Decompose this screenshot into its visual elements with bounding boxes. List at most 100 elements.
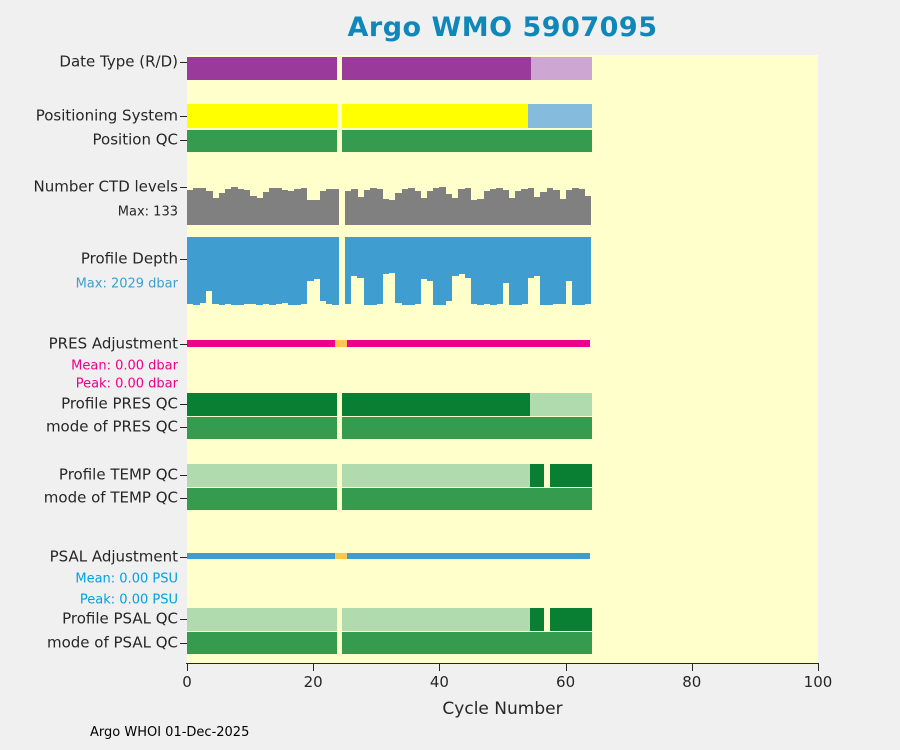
x-tick-label: 80 (682, 673, 702, 691)
bar-cell-ctd_levels (515, 190, 522, 225)
bar-cell-ctd_levels (237, 189, 245, 225)
row-label: Profile TEMP QC (58, 465, 178, 484)
x-tick (691, 664, 693, 671)
bar-cell-profile_depth (262, 237, 270, 304)
plot-area (187, 55, 818, 663)
bar-cell-profile_depth (527, 237, 535, 278)
bar-cell-ctd_levels (287, 191, 295, 225)
bar-cell-profile_depth (300, 237, 308, 304)
bar-segment-mode_pres_qc (342, 417, 593, 439)
bar-cell-ctd_levels (433, 188, 440, 225)
bar-cell-profile_depth (205, 237, 213, 292)
bar-cell-ctd_levels (527, 187, 535, 225)
bar-cell-ctd_levels (521, 188, 529, 225)
bar-cell-ctd_levels (559, 199, 566, 225)
bar-row-profile_depth (187, 237, 818, 305)
bar-cell-profile_depth (477, 237, 484, 305)
row-label: Mean: 0.00 dbar (71, 358, 178, 374)
bar-cell-ctd_levels (218, 193, 226, 225)
bar-cell-profile_depth (395, 237, 402, 304)
bar-cell-profile_depth (515, 237, 522, 305)
bar-cell-profile_depth (376, 237, 383, 304)
bar-cell-ctd_levels (294, 189, 301, 225)
bar-cell-profile_depth (433, 237, 440, 305)
x-axis-line (186, 663, 819, 664)
bar-cell-profile_depth (243, 237, 251, 304)
bar-cell-ctd_levels (344, 191, 352, 225)
bar-cell-ctd_levels (306, 199, 314, 225)
bar-segment-mode_psal_qc (187, 632, 337, 654)
bar-cell-ctd_levels (502, 190, 510, 225)
bar-row-position_qc (187, 130, 818, 152)
y-tick (180, 62, 187, 63)
row-label: Profile PSAL QC (62, 609, 178, 628)
y-tick (180, 140, 187, 141)
bar-cell-ctd_levels (401, 189, 409, 225)
y-tick (180, 427, 187, 428)
bar-row-profile_psal_qc (187, 608, 818, 631)
bar-cell-ctd_levels (256, 198, 264, 225)
bar-cell-profile_depth (559, 237, 566, 305)
bar-cell-profile_depth (319, 237, 327, 301)
bar-cell-profile_depth (275, 237, 283, 305)
bar-segment-date_type (187, 57, 337, 80)
footer-text: Argo WHOI 01-Dec-2025 (90, 725, 250, 740)
bar-row-profile_temp_qc (187, 464, 818, 487)
bar-cell-profile_depth (351, 237, 358, 276)
bar-segment-position_qc (187, 130, 337, 152)
bar-cell-ctd_levels (407, 187, 415, 225)
x-tick (818, 664, 819, 671)
x-tick-label: 40 (429, 673, 449, 691)
bar-row-psal_adj (187, 553, 818, 559)
bar-segment-profile_psal_qc (530, 608, 545, 631)
bar-cell-ctd_levels (508, 197, 516, 225)
bar-cell-ctd_levels (571, 187, 579, 225)
bar-row-date_type (187, 57, 818, 80)
bar-cell-ctd_levels (193, 188, 200, 225)
row-label: Mean: 0.00 PSU (75, 571, 178, 587)
bar-cell-profile_depth (508, 237, 516, 305)
x-tick (187, 664, 188, 671)
bar-segment-date_type (342, 57, 531, 80)
row-label: Profile Depth (80, 249, 178, 268)
bar-cell-profile_depth (294, 237, 301, 305)
x-tick (439, 664, 441, 671)
bar-segment-profile_psal_qc (550, 608, 593, 631)
bar-segment-profile_temp_qc (550, 464, 593, 487)
bar-cell-profile_depth (445, 237, 453, 301)
bar-segment-profile_temp_qc (342, 464, 531, 487)
bar-row-mode_psal_qc (187, 632, 818, 654)
bar-cell-ctd_levels (489, 189, 497, 225)
bar-cell-ctd_levels (388, 200, 396, 225)
row-label: Number CTD levels (33, 177, 178, 196)
bar-cell-profile_depth (224, 237, 232, 304)
bar-segment-positioning (342, 104, 528, 128)
bar-segment-pres_adj (187, 340, 336, 347)
chart-title: Argo WMO 5907095 (347, 12, 658, 43)
y-tick (180, 259, 187, 260)
bar-cell-ctd_levels (470, 200, 478, 225)
bar-cell-ctd_levels (382, 199, 390, 225)
row-label: Peak: 0.00 dbar (75, 376, 178, 392)
bar-cell-profile_depth (237, 237, 245, 305)
y-tick (180, 187, 187, 188)
bar-cell-profile_depth (540, 237, 548, 305)
bar-cell-ctd_levels (332, 189, 339, 225)
bar-cell-profile_depth (250, 237, 257, 305)
bar-cell-profile_depth (552, 237, 560, 304)
y-tick (180, 116, 187, 117)
bar-cell-ctd_levels (376, 188, 383, 225)
bar-cell-ctd_levels (269, 188, 276, 225)
bar-cell-profile_depth (313, 237, 320, 280)
bar-cell-ctd_levels (395, 192, 402, 225)
x-tick-label: 20 (303, 673, 323, 691)
bar-segment-profile_psal_qc (342, 608, 531, 631)
bar-cell-profile_depth (382, 237, 390, 275)
y-tick (180, 619, 187, 620)
bar-cell-ctd_levels (275, 187, 283, 225)
bar-cell-profile_depth (369, 237, 377, 305)
bar-cell-ctd_levels (584, 196, 592, 225)
bar-cell-ctd_levels (414, 190, 421, 225)
bar-row-mode_pres_qc (187, 417, 818, 439)
